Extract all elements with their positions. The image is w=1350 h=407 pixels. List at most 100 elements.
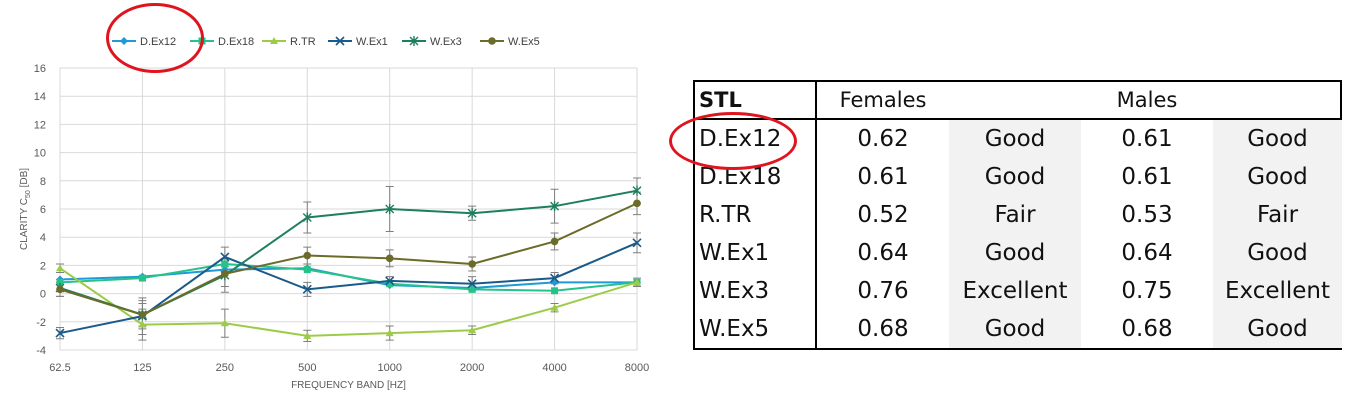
data-point [632, 185, 642, 196]
table-header-divider [695, 118, 1340, 120]
data-point [56, 264, 64, 272]
y-tick-label: 8 [40, 176, 46, 188]
table-header-label: STL [699, 88, 742, 112]
data-point [468, 326, 477, 334]
data-point [303, 251, 312, 260]
female-rating: Fair [949, 196, 1081, 234]
row-name: W.Ex1 [699, 240, 770, 266]
series-r-tr [56, 264, 641, 339]
table-row: W.Ex5 0.68 Good 0.68 Good [695, 310, 1342, 348]
x-tick-label: 2000 [460, 362, 484, 374]
legend-label: W.Ex3 [430, 36, 462, 48]
data-point [302, 212, 312, 223]
series-line [59, 262, 638, 292]
female-rating: Good [949, 234, 1081, 272]
legend-label: D.Ex18 [218, 36, 254, 48]
data-point [56, 285, 64, 294]
y-tick-label: 4 [40, 232, 46, 244]
data-point [551, 287, 559, 295]
data-point [550, 303, 559, 311]
series-w-ex5 [56, 199, 641, 319]
x-tick-label: 1000 [377, 362, 401, 374]
male-rating: Excellent [1213, 272, 1342, 310]
y-axis-title: CLARITY C50 [DB] [19, 168, 32, 250]
legend-item-r-tr: R.TR [262, 36, 316, 48]
y-tick-label: -2 [36, 317, 46, 329]
legend-item-w-ex3: W.Ex3 [402, 36, 462, 48]
female-rating: Excellent [949, 272, 1081, 310]
data-point [138, 274, 146, 282]
data-point [221, 260, 229, 268]
legend-highlight-circle [106, 3, 204, 73]
data-point [468, 260, 476, 268]
female-rating: Good [949, 158, 1081, 196]
x-tick-label: 500 [298, 362, 316, 374]
data-point [632, 238, 642, 248]
legend-marker [409, 36, 419, 46]
data-point [138, 310, 147, 319]
data-point [385, 204, 395, 214]
data-point [468, 285, 476, 293]
x-tick-label: 8000 [625, 362, 649, 374]
legend-item-w-ex1: W.Ex1 [328, 36, 388, 48]
y-tick-label: 14 [34, 91, 46, 103]
table-row: W.Ex1 0.64 Good 0.64 Good [695, 234, 1342, 272]
data-point [550, 278, 559, 287]
table-column-divider [815, 82, 817, 348]
table-row: W.Ex3 0.76 Excellent 0.75 Excellent [695, 272, 1342, 310]
stl-table: STL Females Males D.Ex12 0.62 Good 0.61 … [693, 80, 1342, 350]
data-point [221, 270, 229, 278]
data-point [303, 266, 311, 274]
female-value: 0.68 [857, 316, 909, 342]
female-rating: Good [949, 120, 1081, 158]
male-value: 0.61 [1121, 164, 1173, 190]
row-name: R.TR [699, 202, 752, 228]
data-point [385, 254, 394, 263]
series-line [59, 241, 638, 335]
male-value: 0.53 [1121, 202, 1173, 228]
male-rating: Good [1213, 120, 1342, 158]
data-point [385, 329, 394, 337]
male-value: 0.64 [1121, 240, 1173, 266]
table-header-females: Females [839, 88, 927, 112]
table-row: D.Ex18 0.61 Good 0.61 Good [695, 158, 1342, 196]
series-w-ex1 [55, 238, 642, 338]
female-rating: Good [949, 310, 1081, 348]
y-tick-label: 12 [34, 119, 46, 131]
row-name: W.Ex5 [699, 316, 770, 342]
table-highlight-circle [669, 112, 797, 170]
male-value: 0.68 [1121, 316, 1173, 342]
data-point [550, 237, 559, 246]
data-point [302, 284, 312, 294]
x-tick-label: 62.5 [49, 362, 70, 374]
y-tick-label: 6 [40, 204, 46, 216]
female-value: 0.61 [857, 164, 909, 190]
series-w-ex3 [55, 185, 642, 320]
x-axis-title: FREQUENCY BAND [HZ] [291, 380, 406, 391]
x-tick-label: 4000 [542, 362, 566, 374]
male-value: 0.61 [1121, 126, 1173, 152]
x-tick-label: 250 [216, 362, 234, 374]
series-line [59, 267, 638, 337]
y-tick-label: 2 [40, 260, 46, 272]
legend-marker [488, 37, 496, 45]
y-tick-label: -4 [36, 345, 46, 357]
data-point [138, 320, 147, 328]
female-value: 0.52 [857, 202, 909, 228]
data-point [55, 328, 65, 338]
data-point [633, 199, 641, 208]
data-point [550, 273, 560, 283]
legend-marker [270, 37, 278, 44]
male-rating: Good [1213, 310, 1342, 348]
y-tick-label: 16 [34, 63, 46, 75]
legend-label: W.Ex5 [508, 36, 540, 48]
legend-label: W.Ex1 [356, 36, 388, 48]
data-point [56, 278, 64, 286]
x-tick-label: 125 [133, 362, 151, 374]
series-line [59, 202, 638, 316]
table-row: R.TR 0.52 Fair 0.53 Fair [695, 196, 1342, 234]
male-rating: Good [1213, 234, 1342, 272]
data-point [220, 319, 229, 327]
legend-label: R.TR [290, 36, 316, 48]
female-value: 0.62 [857, 126, 909, 152]
